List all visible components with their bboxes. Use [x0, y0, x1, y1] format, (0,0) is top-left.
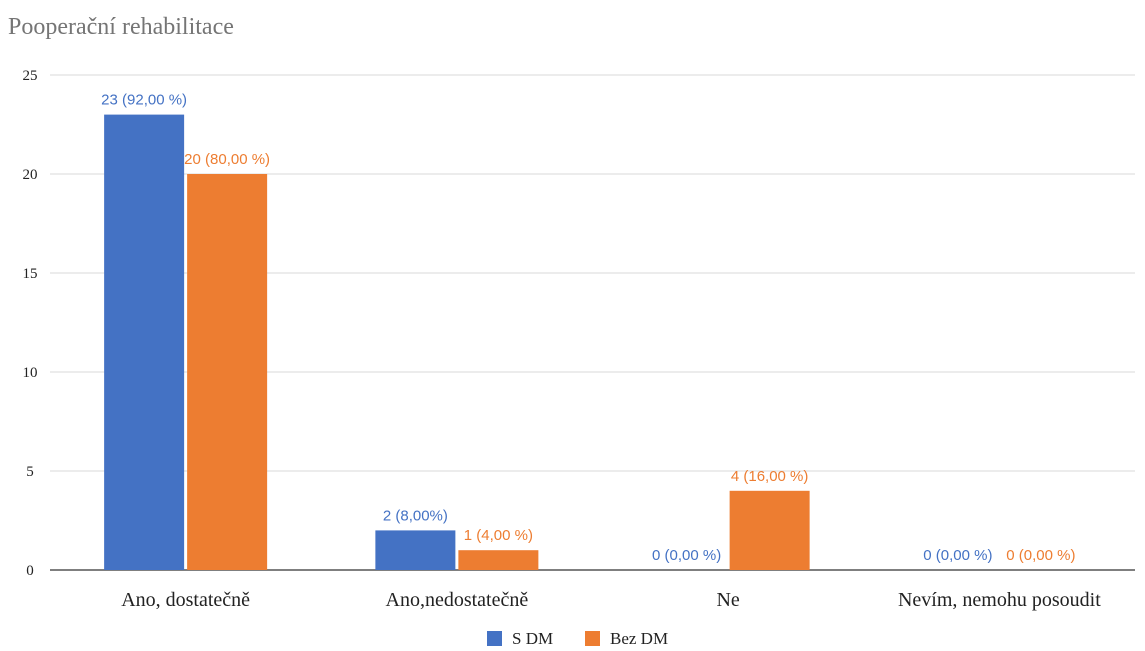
data-label: 0 (0,00 %)	[1006, 547, 1075, 564]
data-label: 23 (92,00 %)	[101, 92, 187, 109]
data-label: 20 (80,00 %)	[184, 151, 270, 168]
bar-s-dm	[375, 530, 456, 570]
y-tick-label: 20	[23, 167, 38, 183]
legend-swatch	[487, 631, 502, 646]
legend-swatch	[585, 631, 600, 646]
data-label: 0 (0,00 %)	[652, 547, 721, 564]
data-label: 4 (16,00 %)	[731, 468, 809, 485]
legend-label: S DM	[512, 629, 553, 648]
x-category-label: Ne	[716, 589, 739, 611]
legend: S DM Bez DM	[487, 629, 668, 648]
bar-bez-dm	[187, 174, 268, 570]
bars	[104, 114, 810, 570]
data-label: 1 (4,00 %)	[464, 527, 533, 544]
y-axis-ticks: 0 5 10 15 20 25	[23, 68, 38, 579]
x-category-label: Ano,nedostatečně	[386, 589, 529, 611]
data-label: 2 (8,00%)	[383, 507, 448, 524]
data-label: 0 (0,00 %)	[923, 547, 992, 564]
y-tick-label: 5	[26, 464, 34, 480]
legend-label: Bez DM	[610, 629, 668, 648]
bar-s-dm	[104, 114, 185, 570]
y-tick-label: 25	[23, 68, 38, 84]
data-labels: 23 (92,00 %) 20 (80,00 %) 2 (8,00%) 1 (4,00…	[101, 92, 1075, 564]
x-category-label: Nevím, nemohu posoudit	[898, 589, 1101, 611]
x-category-label: Ano, dostatečně	[121, 589, 250, 611]
chart-title: Pooperační rehabilitace	[8, 14, 234, 40]
y-tick-label: 15	[23, 266, 38, 282]
bar-bez-dm	[729, 490, 810, 570]
y-tick-label: 10	[23, 365, 38, 381]
y-tick-label: 0	[26, 563, 34, 579]
x-axis-categories: Ano, dostatečně Ano,nedostatečně Ne Nevím, …	[121, 589, 1101, 611]
bar-bez-dm	[458, 550, 539, 570]
